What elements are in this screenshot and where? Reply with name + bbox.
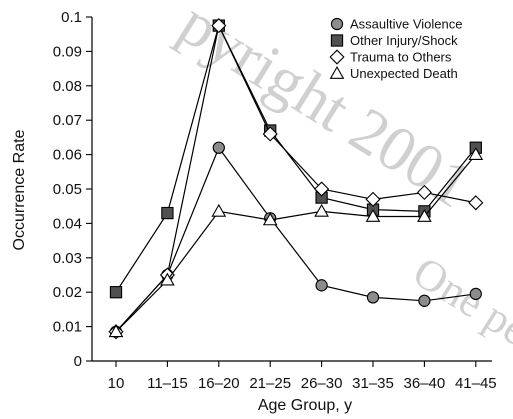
- y-tick-label: 0.03: [53, 250, 82, 267]
- data-point: [314, 181, 330, 197]
- series-line: [115, 154, 477, 333]
- legend-marker: [330, 34, 344, 47]
- x-tick-label: 26–30: [301, 375, 343, 392]
- y-tick-label: 0.1: [61, 9, 82, 26]
- y-tick-label: 0.09: [53, 43, 82, 60]
- data-point: [469, 287, 482, 301]
- x-tick-label: 11–15: [147, 375, 188, 392]
- data-point: [109, 286, 123, 299]
- y-tick-label: 0.04: [53, 215, 82, 232]
- y-tick-label: 0.07: [53, 112, 82, 129]
- x-tick-label: 36–40: [404, 375, 446, 392]
- data-point: [108, 324, 124, 338]
- y-tick-label: 0: [74, 353, 82, 370]
- legend-item: Trauma to Others: [329, 49, 452, 65]
- series-line: [115, 146, 476, 333]
- data-point: [315, 279, 328, 292]
- data-point: [211, 203, 227, 217]
- svg-text:One person: One person: [405, 247, 513, 395]
- x-tick-label: 31–35: [352, 375, 394, 392]
- series-unexpected-death: [108, 147, 484, 338]
- data-point: [365, 191, 381, 207]
- legend-item: Assaultive Violence: [330, 17, 463, 32]
- x-tick-label: 16–20: [198, 375, 240, 392]
- legend-item: Unexpected Death: [329, 65, 458, 81]
- y-tick-label: 0.02: [53, 284, 82, 301]
- legend-item: Other Injury/Shock: [330, 33, 458, 48]
- data-point: [366, 291, 380, 304]
- y-tick-label: 0.06: [53, 147, 82, 164]
- data-point: [211, 18, 227, 34]
- x-tick-label: 41–45: [455, 375, 497, 392]
- legend-marker: [330, 17, 344, 31]
- series-line: [115, 23, 476, 333]
- series-line: [115, 23, 477, 293]
- data-point: [418, 294, 431, 307]
- series-layer: [108, 18, 484, 340]
- data-point: [262, 212, 278, 226]
- legend-label: Trauma to Others: [350, 50, 452, 65]
- x-ticks: 10 11–15 16–20 21–25 26–30 31–35 36–40 41–45: [108, 361, 497, 392]
- x-axis-label: Age Group, y: [258, 397, 352, 414]
- y-tick-label: 0.05: [53, 181, 82, 198]
- legend-label: Other Injury/Shock: [350, 33, 458, 48]
- data-point: [416, 184, 432, 201]
- y-ticks: 0 0.01 0.02 0.03 0.04 0.05 0.06 0.07 0.08 0.09 0.1: [53, 9, 92, 370]
- y-tick-label: 0.08: [53, 78, 82, 95]
- legend-marker: [329, 65, 345, 79]
- data-point: [417, 209, 432, 222]
- x-tick-label: 10: [108, 375, 125, 392]
- data-point: [365, 209, 381, 222]
- data-point: [314, 203, 329, 217]
- data-point: [161, 206, 174, 220]
- y-axis-label: Occurrence Rate: [11, 129, 28, 250]
- data-point: [160, 272, 175, 286]
- data-point: [468, 195, 484, 211]
- legend-marker: [329, 49, 345, 65]
- data-point: [212, 141, 225, 154]
- legend-label: Unexpected Death: [350, 66, 458, 81]
- legend-label: Assaultive Violence: [350, 17, 463, 32]
- y-tick-label: 0.01: [53, 319, 82, 336]
- data-point: [262, 126, 278, 142]
- data-point: [468, 147, 484, 160]
- x-tick-label: 21–25: [249, 375, 291, 392]
